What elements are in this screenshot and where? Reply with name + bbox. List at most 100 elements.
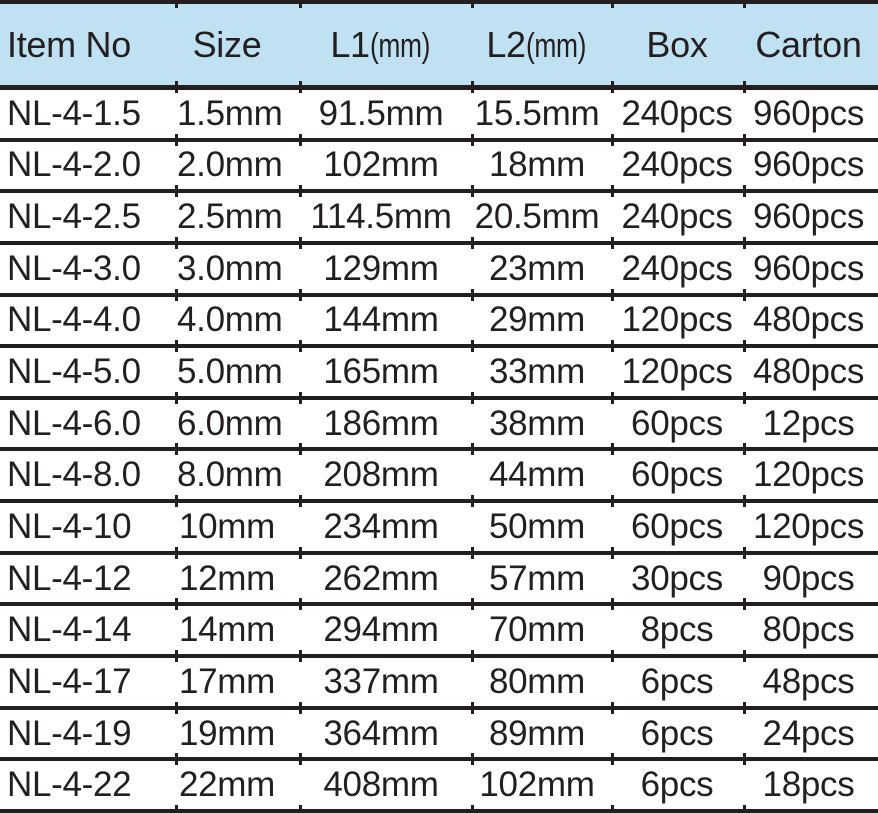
cell-l1: 234mm [323, 506, 439, 546]
cell-carton: 960pcs [752, 197, 865, 237]
cell-size: 8.0mm [177, 455, 283, 495]
cell-carton: 960pcs [752, 93, 865, 133]
cell-size: 5.0mm [177, 352, 283, 392]
cell-l2: 44mm [488, 455, 586, 495]
table-row: NL-4-8.0 8.0mm 208mm 44mm 60pcs 120pcs [0, 451, 878, 507]
cell-l1: 114.5mm [310, 197, 452, 237]
cell-size: 2.0mm [177, 145, 283, 185]
table-row: NL-4-3.0 3.0mm 129mm 23mm 240pcs 960pcs [0, 245, 878, 301]
cell-box: 240pcs [621, 93, 733, 133]
table-row: NL-4-12 12mm 262mm 57mm 30pcs 90pcs [0, 555, 878, 611]
l1-label: L1 [330, 23, 370, 65]
cell-item-no: NL-4-1.5 [7, 93, 141, 133]
cell-l2: 38mm [488, 403, 586, 443]
cell-carton: 12pcs [762, 403, 855, 443]
cell-item-no: NL-4-17 [7, 661, 132, 701]
cell-item-no: NL-4-2.0 [7, 145, 141, 185]
col-header-l1: L1(mm) [301, 24, 473, 66]
cell-item-no: NL-4-8.0 [7, 455, 141, 495]
cell-l1: 186mm [323, 403, 439, 443]
cell-box: 6pcs [640, 713, 714, 753]
cell-l1: 144mm [323, 300, 439, 340]
cell-size: 3.0mm [177, 248, 283, 288]
cell-box: 6pcs [640, 765, 714, 805]
cell-l1: 91.5mm [318, 93, 444, 133]
cell-size: 17mm [178, 661, 276, 701]
table-header-row: Item No Size L1(mm) L2(mm) Box Carton [0, 0, 878, 93]
cell-size: 22mm [178, 765, 276, 805]
cell-l2: 15.5mm [474, 93, 600, 133]
cell-box: 6pcs [640, 661, 714, 701]
cell-carton: 48pcs [762, 661, 855, 701]
cell-item-no: NL-4-22 [7, 765, 132, 805]
cell-size: 14mm [178, 610, 276, 650]
cell-l1: 165mm [323, 352, 439, 392]
col-header-item-no: Item No [7, 23, 131, 65]
cell-l2: 89mm [488, 713, 586, 753]
col-header-size: Size [192, 23, 262, 65]
l2-label: L2 [486, 23, 526, 65]
cell-carton: 18pcs [762, 765, 855, 805]
cell-l1: 294mm [323, 610, 439, 650]
cell-size: 10mm [178, 506, 276, 546]
cell-item-no: NL-4-12 [7, 558, 132, 598]
cell-carton: 480pcs [752, 352, 865, 392]
cell-size: 2.5mm [177, 197, 283, 237]
cell-l1: 337mm [323, 661, 439, 701]
cell-carton: 90pcs [762, 558, 855, 598]
table-row: NL-4-14 14mm 294mm 70mm 8pcs 80pcs [0, 606, 878, 662]
table-row: NL-4-22 22mm 408mm 102mm 6pcs 18pcs [0, 761, 878, 813]
cell-carton: 960pcs [752, 145, 865, 185]
cell-l2: 18mm [488, 145, 586, 185]
cell-box: 30pcs [631, 558, 723, 598]
cell-l1: 208mm [323, 455, 439, 495]
cell-carton: 80pcs [762, 610, 855, 650]
cell-l2: 102mm [479, 765, 595, 805]
cell-size: 1.5mm [177, 93, 283, 133]
cell-carton: 120pcs [752, 455, 865, 495]
cell-box: 60pcs [631, 403, 723, 443]
table-row: NL-4-5.0 5.0mm 165mm 33mm 120pcs 480pcs [0, 348, 878, 404]
cell-box: 120pcs [621, 352, 733, 392]
cell-l2: 80mm [488, 661, 586, 701]
cell-box: 8pcs [640, 610, 714, 650]
table-row: NL-4-19 19mm 364mm 89mm 6pcs 24pcs [0, 710, 878, 765]
table-row: NL-4-2.0 2.0mm 102mm 18mm 240pcs 960pcs [0, 142, 878, 197]
table-row: NL-4-6.0 6.0mm 186mm 38mm 60pcs 12pcs [0, 400, 878, 456]
cell-l2: 70mm [488, 610, 586, 650]
l1-unit-label: (mm) [369, 26, 430, 65]
cell-size: 12mm [178, 558, 276, 598]
table-row: NL-4-10 10mm 234mm 50mm 60pcs 120pcs [0, 503, 878, 559]
cell-box: 240pcs [621, 145, 733, 185]
table-row: NL-4-4.0 4.0mm 144mm 29mm 120pcs 480pcs [0, 297, 878, 352]
cell-carton: 960pcs [752, 248, 865, 288]
table-row: NL-4-17 17mm 337mm 80mm 6pcs 48pcs [0, 658, 878, 714]
cell-box: 240pcs [621, 197, 733, 237]
cell-l2: 50mm [488, 506, 586, 546]
cell-l1: 408mm [323, 765, 439, 805]
table-row: NL-4-2.5 2.5mm 114.5mm 20.5mm 240pcs 960… [0, 193, 878, 249]
cell-l1: 102mm [323, 145, 439, 185]
cell-l2: 33mm [488, 352, 586, 392]
cell-item-no: NL-4-2.5 [7, 197, 141, 237]
cell-l2: 23mm [488, 248, 586, 288]
cell-l1: 129mm [323, 248, 439, 288]
cell-item-no: NL-4-6.0 [7, 403, 141, 443]
cell-size: 4.0mm [177, 300, 283, 340]
cell-carton: 480pcs [752, 300, 865, 340]
cell-item-no: NL-4-14 [7, 610, 132, 650]
col-header-carton: Carton [755, 23, 862, 65]
cell-carton: 24pcs [762, 713, 855, 753]
cell-carton: 120pcs [752, 506, 865, 546]
cell-box: 60pcs [631, 455, 723, 495]
table-row: NL-4-1.5 1.5mm 91.5mm 15.5mm 240pcs 960p… [0, 90, 878, 146]
cell-l2: 57mm [488, 558, 586, 598]
cell-item-no: NL-4-5.0 [7, 352, 141, 392]
cell-item-no: NL-4-3.0 [7, 248, 141, 288]
cell-item-no: NL-4-4.0 [7, 300, 141, 340]
cell-box: 120pcs [621, 300, 733, 340]
cell-item-no: NL-4-10 [7, 506, 132, 546]
cell-size: 6.0mm [177, 403, 283, 443]
cell-l1: 262mm [323, 558, 439, 598]
